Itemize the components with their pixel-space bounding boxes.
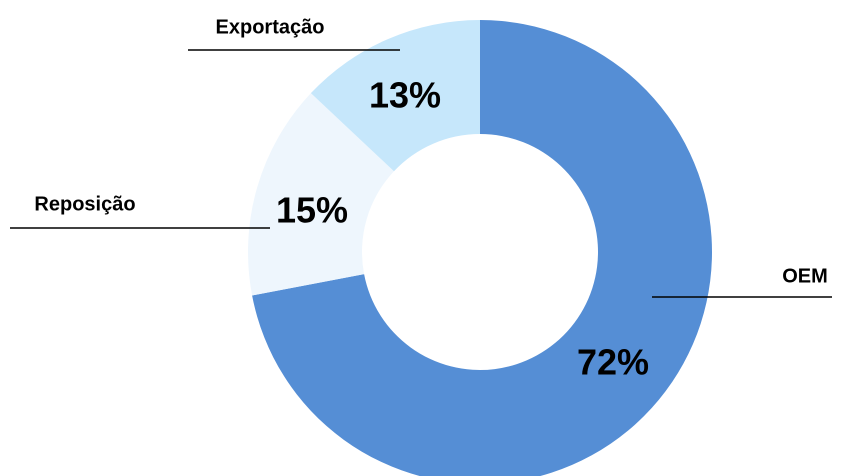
- donut-slice: [310, 20, 480, 172]
- donut-slice: [248, 93, 394, 296]
- value-label: 13%: [369, 75, 441, 116]
- category-label: Exportação: [216, 16, 325, 38]
- category-label: Reposição: [34, 193, 135, 215]
- category-label: OEM: [782, 265, 828, 287]
- value-label: 72%: [577, 342, 649, 383]
- donut-slice: [252, 20, 712, 476]
- value-label: 15%: [276, 190, 348, 231]
